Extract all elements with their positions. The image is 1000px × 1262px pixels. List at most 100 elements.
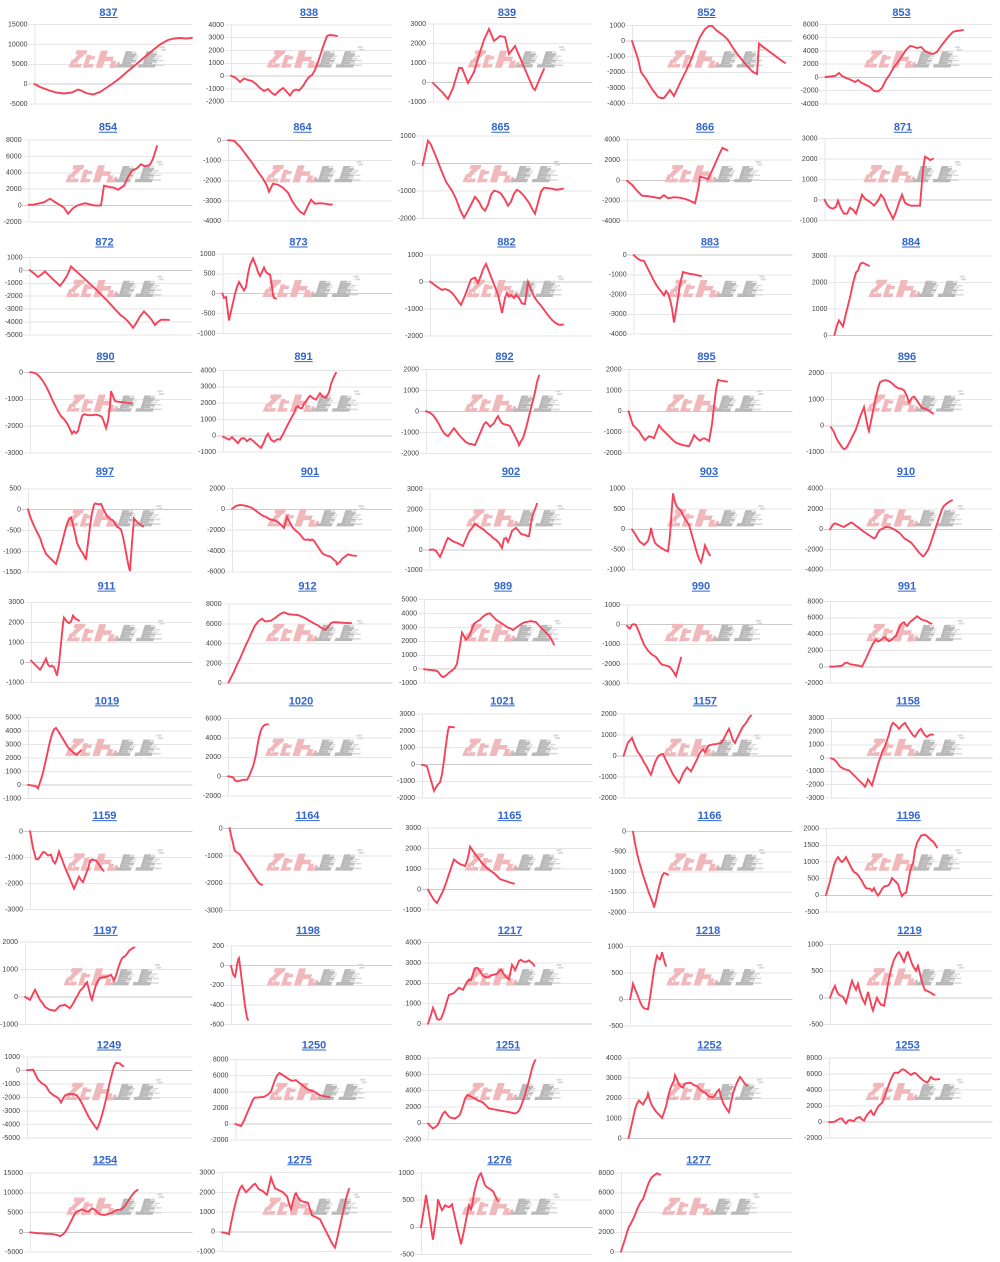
svg-text:1197: 1197	[94, 925, 118, 937]
svg-text:0: 0	[24, 81, 28, 88]
svg-text:-4000: -4000	[207, 548, 225, 555]
svg-text:-3000: -3000	[607, 85, 625, 92]
svg-text:0: 0	[618, 1135, 622, 1142]
svg-text:6000: 6000	[205, 715, 221, 722]
svg-text:8000: 8000	[807, 598, 823, 605]
svg-text:912: 912	[298, 581, 316, 593]
svg-text:895: 895	[697, 351, 715, 363]
svg-text:-2000: -2000	[203, 793, 221, 800]
svg-text:0: 0	[616, 177, 620, 184]
svg-text:2000: 2000	[205, 754, 221, 761]
svg-text:2000: 2000	[808, 728, 824, 735]
svg-text:0: 0	[220, 963, 224, 970]
svg-text:-2000: -2000	[5, 880, 23, 887]
svg-text:-2000: -2000	[805, 546, 823, 553]
svg-text:2000: 2000	[405, 1104, 421, 1111]
svg-text:1276: 1276	[487, 1154, 511, 1166]
svg-text:0: 0	[417, 1021, 421, 1028]
svg-text:1019: 1019	[95, 695, 119, 707]
svg-text:-2000: -2000	[801, 88, 819, 95]
svg-text:1157: 1157	[693, 695, 717, 707]
svg-text:0: 0	[815, 892, 819, 899]
svg-text:1000: 1000	[808, 742, 824, 749]
svg-text:-1000: -1000	[800, 217, 818, 224]
svg-text:910: 910	[897, 466, 915, 478]
svg-text:1020: 1020	[289, 695, 313, 707]
svg-text:2000: 2000	[403, 367, 419, 374]
svg-text:852: 852	[697, 7, 715, 19]
svg-text:1000: 1000	[200, 251, 216, 258]
svg-text:4000: 4000	[405, 1088, 421, 1095]
svg-text:-2000: -2000	[398, 215, 416, 222]
svg-text:1166: 1166	[698, 810, 722, 822]
svg-text:0: 0	[818, 1119, 822, 1126]
svg-text:1275: 1275	[287, 1154, 311, 1166]
svg-text:0: 0	[621, 526, 625, 533]
svg-text:902: 902	[502, 466, 520, 478]
svg-text:-2000: -2000	[805, 680, 823, 687]
svg-text:4000: 4000	[401, 610, 417, 617]
svg-text:500: 500	[402, 1197, 414, 1204]
svg-text:0: 0	[819, 664, 823, 671]
svg-text:1000: 1000	[609, 486, 625, 493]
svg-text:1000: 1000	[807, 941, 823, 948]
svg-text:0: 0	[217, 137, 221, 144]
svg-text:884: 884	[902, 236, 921, 248]
svg-text:-4000: -4000	[805, 567, 823, 574]
svg-text:4000: 4000	[807, 486, 823, 493]
svg-text:8000: 8000	[206, 601, 222, 608]
svg-text:-1000: -1000	[398, 188, 416, 195]
svg-text:-2000: -2000	[205, 880, 223, 887]
svg-text:0: 0	[819, 995, 823, 1002]
svg-text:0: 0	[17, 782, 21, 789]
svg-text:6000: 6000	[405, 1071, 421, 1078]
svg-text:911: 911	[98, 581, 116, 593]
svg-text:-1500: -1500	[3, 569, 21, 576]
svg-text:4000: 4000	[606, 1055, 622, 1062]
svg-text:882: 882	[497, 236, 515, 248]
svg-text:0: 0	[610, 1249, 614, 1256]
svg-text:-1500: -1500	[608, 889, 626, 896]
svg-text:-1000: -1000	[0, 1021, 18, 1028]
svg-text:1164: 1164	[296, 810, 321, 822]
svg-text:1000: 1000	[405, 866, 421, 873]
svg-text:3000: 3000	[399, 711, 415, 718]
svg-text:3000: 3000	[606, 1075, 622, 1082]
svg-text:-500: -500	[201, 310, 215, 317]
svg-text:-3000: -3000	[602, 680, 620, 687]
svg-text:-2000: -2000	[604, 450, 622, 457]
svg-text:2000: 2000	[806, 1103, 822, 1110]
svg-text:891: 891	[294, 351, 312, 363]
svg-text:2000: 2000	[601, 711, 617, 718]
svg-text:0: 0	[619, 996, 623, 1003]
svg-text:0: 0	[413, 666, 417, 673]
svg-text:3000: 3000	[199, 1170, 215, 1177]
svg-text:1000: 1000	[5, 768, 21, 775]
svg-text:1254: 1254	[93, 1154, 118, 1166]
svg-text:-1000: -1000	[397, 778, 415, 785]
svg-text:1000: 1000	[208, 60, 224, 67]
svg-text:0: 0	[621, 38, 625, 45]
svg-text:0: 0	[613, 753, 617, 760]
svg-text:500: 500	[204, 271, 216, 278]
svg-text:6000: 6000	[806, 1071, 822, 1078]
svg-text:-1000: -1000	[609, 272, 627, 279]
svg-text:2000: 2000	[802, 156, 818, 163]
svg-text:1000: 1000	[399, 745, 415, 752]
svg-text:-1000: -1000	[401, 429, 419, 436]
svg-text:1000: 1000	[7, 254, 23, 261]
svg-text:1253: 1253	[895, 1040, 919, 1052]
svg-text:1219: 1219	[897, 925, 921, 937]
svg-text:0: 0	[814, 197, 818, 204]
svg-text:2000: 2000	[199, 1189, 215, 1196]
svg-text:-3000: -3000	[5, 906, 23, 913]
svg-text:0: 0	[211, 1229, 215, 1236]
svg-text:-500: -500	[400, 1251, 414, 1258]
svg-text:-1000: -1000	[405, 567, 423, 574]
svg-text:3000: 3000	[410, 21, 426, 28]
svg-text:1000: 1000	[4, 1054, 20, 1061]
svg-text:0: 0	[14, 994, 18, 1001]
svg-text:-1000: -1000	[806, 449, 824, 456]
svg-text:4000: 4000	[807, 631, 823, 638]
svg-text:-2000: -2000	[401, 450, 419, 457]
